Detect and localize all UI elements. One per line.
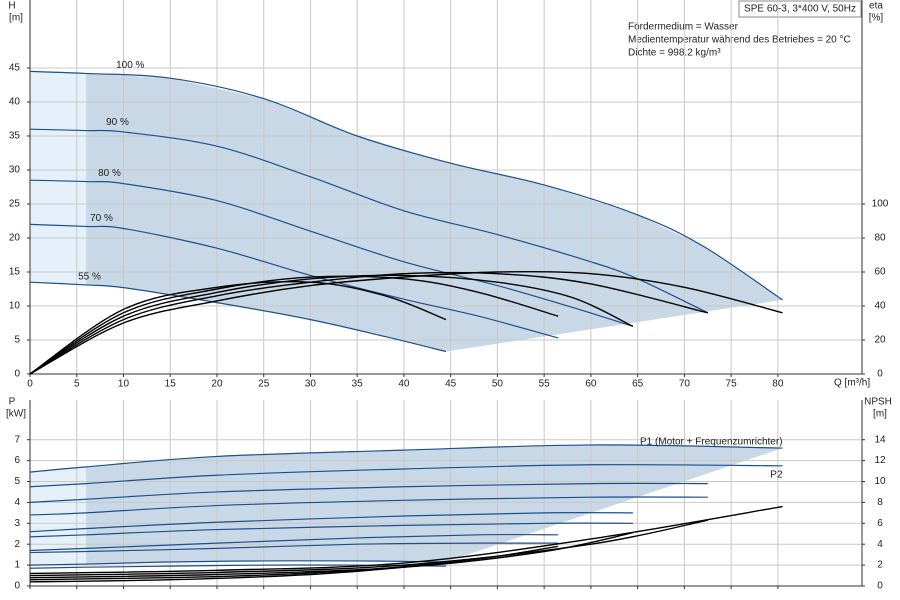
x-tick-label: 10 [118,379,130,390]
secondary-curve [29,281,447,375]
curve [29,512,633,533]
x-tick-label: 0 [27,379,33,390]
curve [29,444,783,473]
y2-tick-label: 100 [872,199,889,210]
operating-range-light [30,466,87,566]
x-tick-label: 40 [398,379,410,390]
x-tick-label: 15 [165,379,177,390]
x-tick-label: 45 [445,379,457,390]
curve [29,482,708,504]
y-tick-label: 25 [9,199,21,210]
y-axis-unit: [kW] [6,409,26,420]
y-tick-label: 4 [14,497,20,508]
y2-tick-label: 2 [877,560,883,571]
y2-axis-label: NPSH [864,397,892,408]
y-tick-label: 0 [14,581,20,592]
y2-tick-label: 12 [874,455,886,466]
y2-tick-label: 6 [877,518,883,529]
curve [29,533,559,552]
x-tick-label: 35 [352,379,364,390]
x-tick-label: 50 [492,379,504,390]
y-tick-label: 6 [14,455,20,466]
curve [29,128,709,314]
y2-tick-label: 20 [874,335,886,346]
x-tick-label: 30 [305,379,317,390]
curve [29,281,447,353]
curve [29,464,783,488]
operating-range [86,73,783,352]
y-axis-label: H [8,1,15,12]
y2-tick-label: 80 [874,233,886,244]
curve-label: P2 [770,469,783,480]
curve-label: 90 % [106,117,129,128]
x-tick-label: 55 [539,379,551,390]
y-axis-unit: [m] [9,13,23,24]
x-tick-label: 75 [726,379,738,390]
secondary-curve [29,275,559,375]
y-tick-label: 45 [9,63,21,74]
curve [29,179,634,327]
x-tick-label: 25 [258,379,270,390]
title-box [738,0,862,18]
y-tick-label: 2 [14,539,20,550]
curve-label: 55 % [78,272,101,283]
note: Dichte = 998.2 kg/m³ [628,48,721,59]
y2-tick-label: 0 [877,581,883,592]
secondary-curve [29,519,708,577]
curve-label: 100 % [116,60,144,71]
y-tick-label: 10 [9,301,21,312]
secondary-curve [29,271,708,375]
y2-tick-label: 8 [877,497,883,508]
secondary-curve [29,505,783,575]
chart-title: SPE 60-3, 3*400 V, 50Hz [744,4,856,15]
note: Fördermedium = Wasser [628,22,739,33]
y-tick-label: 5 [14,335,20,346]
y-tick-label: 35 [9,131,21,142]
note: Medientemperatur während des Betriebes =… [628,35,851,46]
y-tick-label: 15 [9,267,21,278]
y-axis-label: P [9,397,16,408]
curve-label: 80 % [98,168,121,179]
secondary-curve [29,270,783,375]
curve [29,70,783,301]
y-tick-label: 5 [14,476,20,487]
curve [29,542,559,554]
curve-label: 70 % [90,213,113,224]
y2-axis-unit: [m] [873,409,887,420]
curve [29,496,708,516]
operating-range [86,444,783,565]
x-tick-label: 80 [772,379,784,390]
curve [29,522,633,538]
x-tick-label: 65 [632,379,644,390]
y-tick-label: 0 [14,369,20,380]
y2-tick-label: 10 [874,476,886,487]
x-tick-label: 20 [211,379,223,390]
x-tick-label: 5 [74,379,80,390]
y-tick-label: 30 [9,165,21,176]
y2-tick-label: 40 [874,301,886,312]
plot: 0 5 10 15 20 25 30 35 40 45 50 55 60 65 70 75 80 0 5 10 15 20… [9,0,889,390]
y2-tick-label: 4 [877,539,883,550]
curve-label: P1 (Motor + Frequenzumrichter) [640,437,783,448]
y2-tick-label: 14 [874,434,886,445]
y2-axis-label: eta [869,1,883,12]
secondary-curve [29,561,447,583]
y-tick-label: 3 [14,518,20,529]
x-tick-label: 60 [585,379,597,390]
x-tick-label: 70 [679,379,691,390]
y2-axis-unit: [%] [869,13,884,24]
curve [29,223,559,339]
curve [29,560,447,566]
y-tick-label: 40 [9,97,21,108]
y2-tick-label: 0 [877,369,883,380]
secondary-curve [29,545,559,581]
y-tick-label: 1 [14,560,20,571]
y-tick-label: 7 [14,434,20,445]
x-axis-label: Q [m³/h] [834,378,870,389]
operating-range-light [30,71,87,285]
y2-tick-label: 60 [874,267,886,278]
y-tick-label: 20 [9,233,21,244]
